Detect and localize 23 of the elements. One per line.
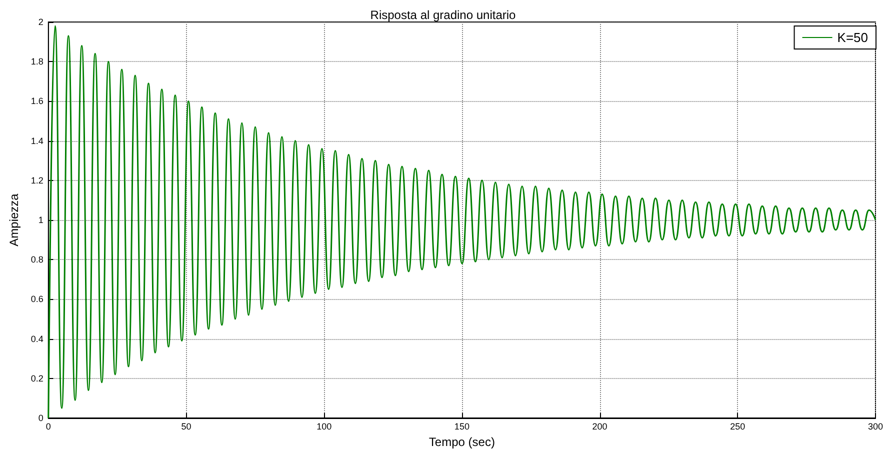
y-tick-label: 1.8 [30,56,44,67]
y-tick-label: 0.6 [30,294,44,304]
x-tick-label: 50 [181,422,192,432]
y-tick-label: 0.2 [30,373,44,384]
y-tick-label: 0.4 [30,334,44,344]
y-tick-label: 1.4 [30,136,44,146]
x-tick-label: 100 [316,422,332,432]
y-axis-title: Ampiezza [7,193,21,246]
y-tick-label: 1.2 [30,175,44,186]
x-tick-label: 150 [454,422,470,432]
y-tick-label: 0.8 [30,254,44,265]
x-tick-label: 0 [46,422,51,432]
chart-title: Risposta al gradino unitario [370,8,516,22]
x-tick-label: 250 [730,422,746,432]
x-tick-label: 200 [592,422,608,432]
x-axis-title: Tempo (sec) [428,435,495,449]
line-series [48,25,876,419]
y-tick-label: 1.6 [30,96,44,106]
y-tick-label: 0 [38,413,44,423]
y-tick-label: 1 [38,215,44,225]
y-tick-label: 2 [38,17,44,27]
x-tick-label: 300 [868,422,884,432]
legend-label: K=50 [837,30,868,45]
